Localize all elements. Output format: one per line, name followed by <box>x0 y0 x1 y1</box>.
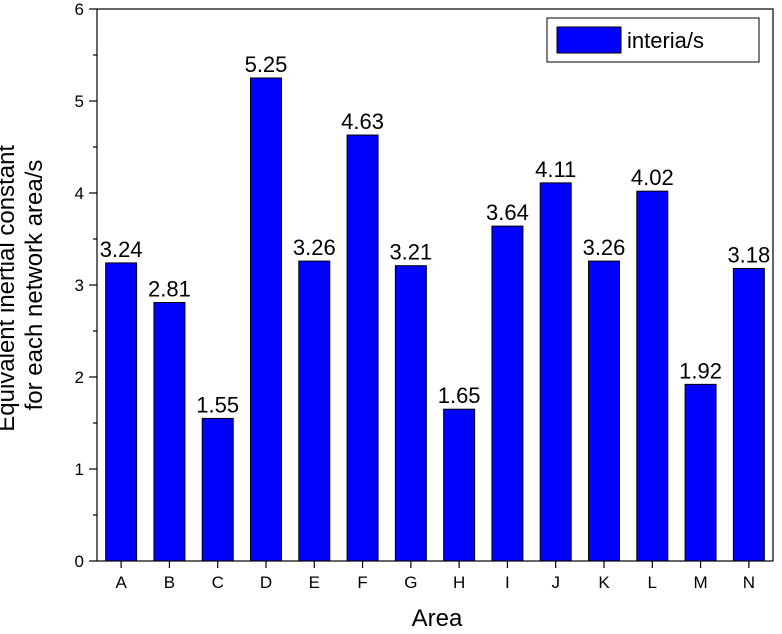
data-label-A: 3.24 <box>100 237 143 262</box>
data-label-E: 3.26 <box>293 235 336 260</box>
y-tick-label-6: 6 <box>75 0 84 19</box>
bar-L <box>636 190 669 562</box>
y-tick-label-4: 4 <box>75 184 84 203</box>
x-tick-label-M: M <box>693 573 707 592</box>
bar-C <box>201 417 234 562</box>
y-tick-label-3: 3 <box>75 276 84 295</box>
bar-D <box>250 77 282 562</box>
bar-E <box>298 260 331 562</box>
x-tick-label-F: F <box>357 573 367 592</box>
legend-label: interia/s <box>627 28 704 53</box>
axes-layer: 0 1 2 3 4 5 6 A B C D E F G H I J K L M N <box>75 0 774 592</box>
data-label-F: 4.63 <box>341 109 384 134</box>
y-tick-label-0: 0 <box>75 552 84 571</box>
data-label-M: 1.92 <box>679 358 722 383</box>
data-label-L: 4.02 <box>631 165 674 190</box>
data-labels-layer: 3.242.81 1.55 5.25 3.26 4.63 3.21 1.65 3.644.11… <box>100 52 771 417</box>
data-label-I: 3.64 <box>486 200 529 225</box>
data-label-K: 3.26 <box>583 235 626 260</box>
x-tick-label-L: L <box>648 573 657 592</box>
x-tick-label-K: K <box>598 573 610 592</box>
plot-frame <box>96 8 774 562</box>
bar-F <box>346 134 379 562</box>
x-tick-label-C: C <box>212 573 224 592</box>
x-tick-label-N: N <box>743 573 755 592</box>
x-tick-label-D: D <box>260 573 272 592</box>
bar-B <box>153 301 186 562</box>
bar-K <box>588 260 620 562</box>
y-tick-label-5: 5 <box>75 92 84 111</box>
data-label-C: 1.55 <box>196 392 239 417</box>
y-axis-title-line-1: Equivalent inertial constant <box>0 145 20 432</box>
bar-J <box>539 182 572 562</box>
data-label-G: 3.21 <box>389 240 432 265</box>
x-tick-label-J: J <box>551 573 560 592</box>
bar-M <box>684 383 717 562</box>
x-tick-label-E: E <box>309 573 320 592</box>
data-label-N: 3.18 <box>727 242 770 267</box>
y-axis-title-line-2: for each network area/s <box>21 160 48 411</box>
x-tick-label-H: H <box>453 573 465 592</box>
y-tick-label-2: 2 <box>75 368 84 387</box>
bar-A <box>105 262 138 562</box>
legend-swatch <box>556 26 622 54</box>
legend: interia/s <box>546 17 760 63</box>
x-tick-label-G: G <box>404 573 417 592</box>
data-label-J: 4.11 <box>535 157 576 182</box>
bar-N <box>732 267 765 562</box>
y-tick-label-1: 1 <box>75 460 84 479</box>
bar-I <box>491 225 524 562</box>
data-label-B: 2.81 <box>148 276 191 301</box>
bar-H <box>443 408 476 562</box>
x-tick-label-B: B <box>164 573 175 592</box>
x-tick-label-A: A <box>115 573 127 592</box>
x-axis-title: Area <box>412 605 463 632</box>
data-label-H: 1.65 <box>438 383 481 408</box>
bar-G <box>394 265 427 562</box>
bars-layer <box>105 77 765 562</box>
x-tick-label-I: I <box>505 573 510 592</box>
y-axis-title: Equivalent inertial constant for each ne… <box>0 138 48 432</box>
data-label-D: 5.25 <box>245 52 288 77</box>
